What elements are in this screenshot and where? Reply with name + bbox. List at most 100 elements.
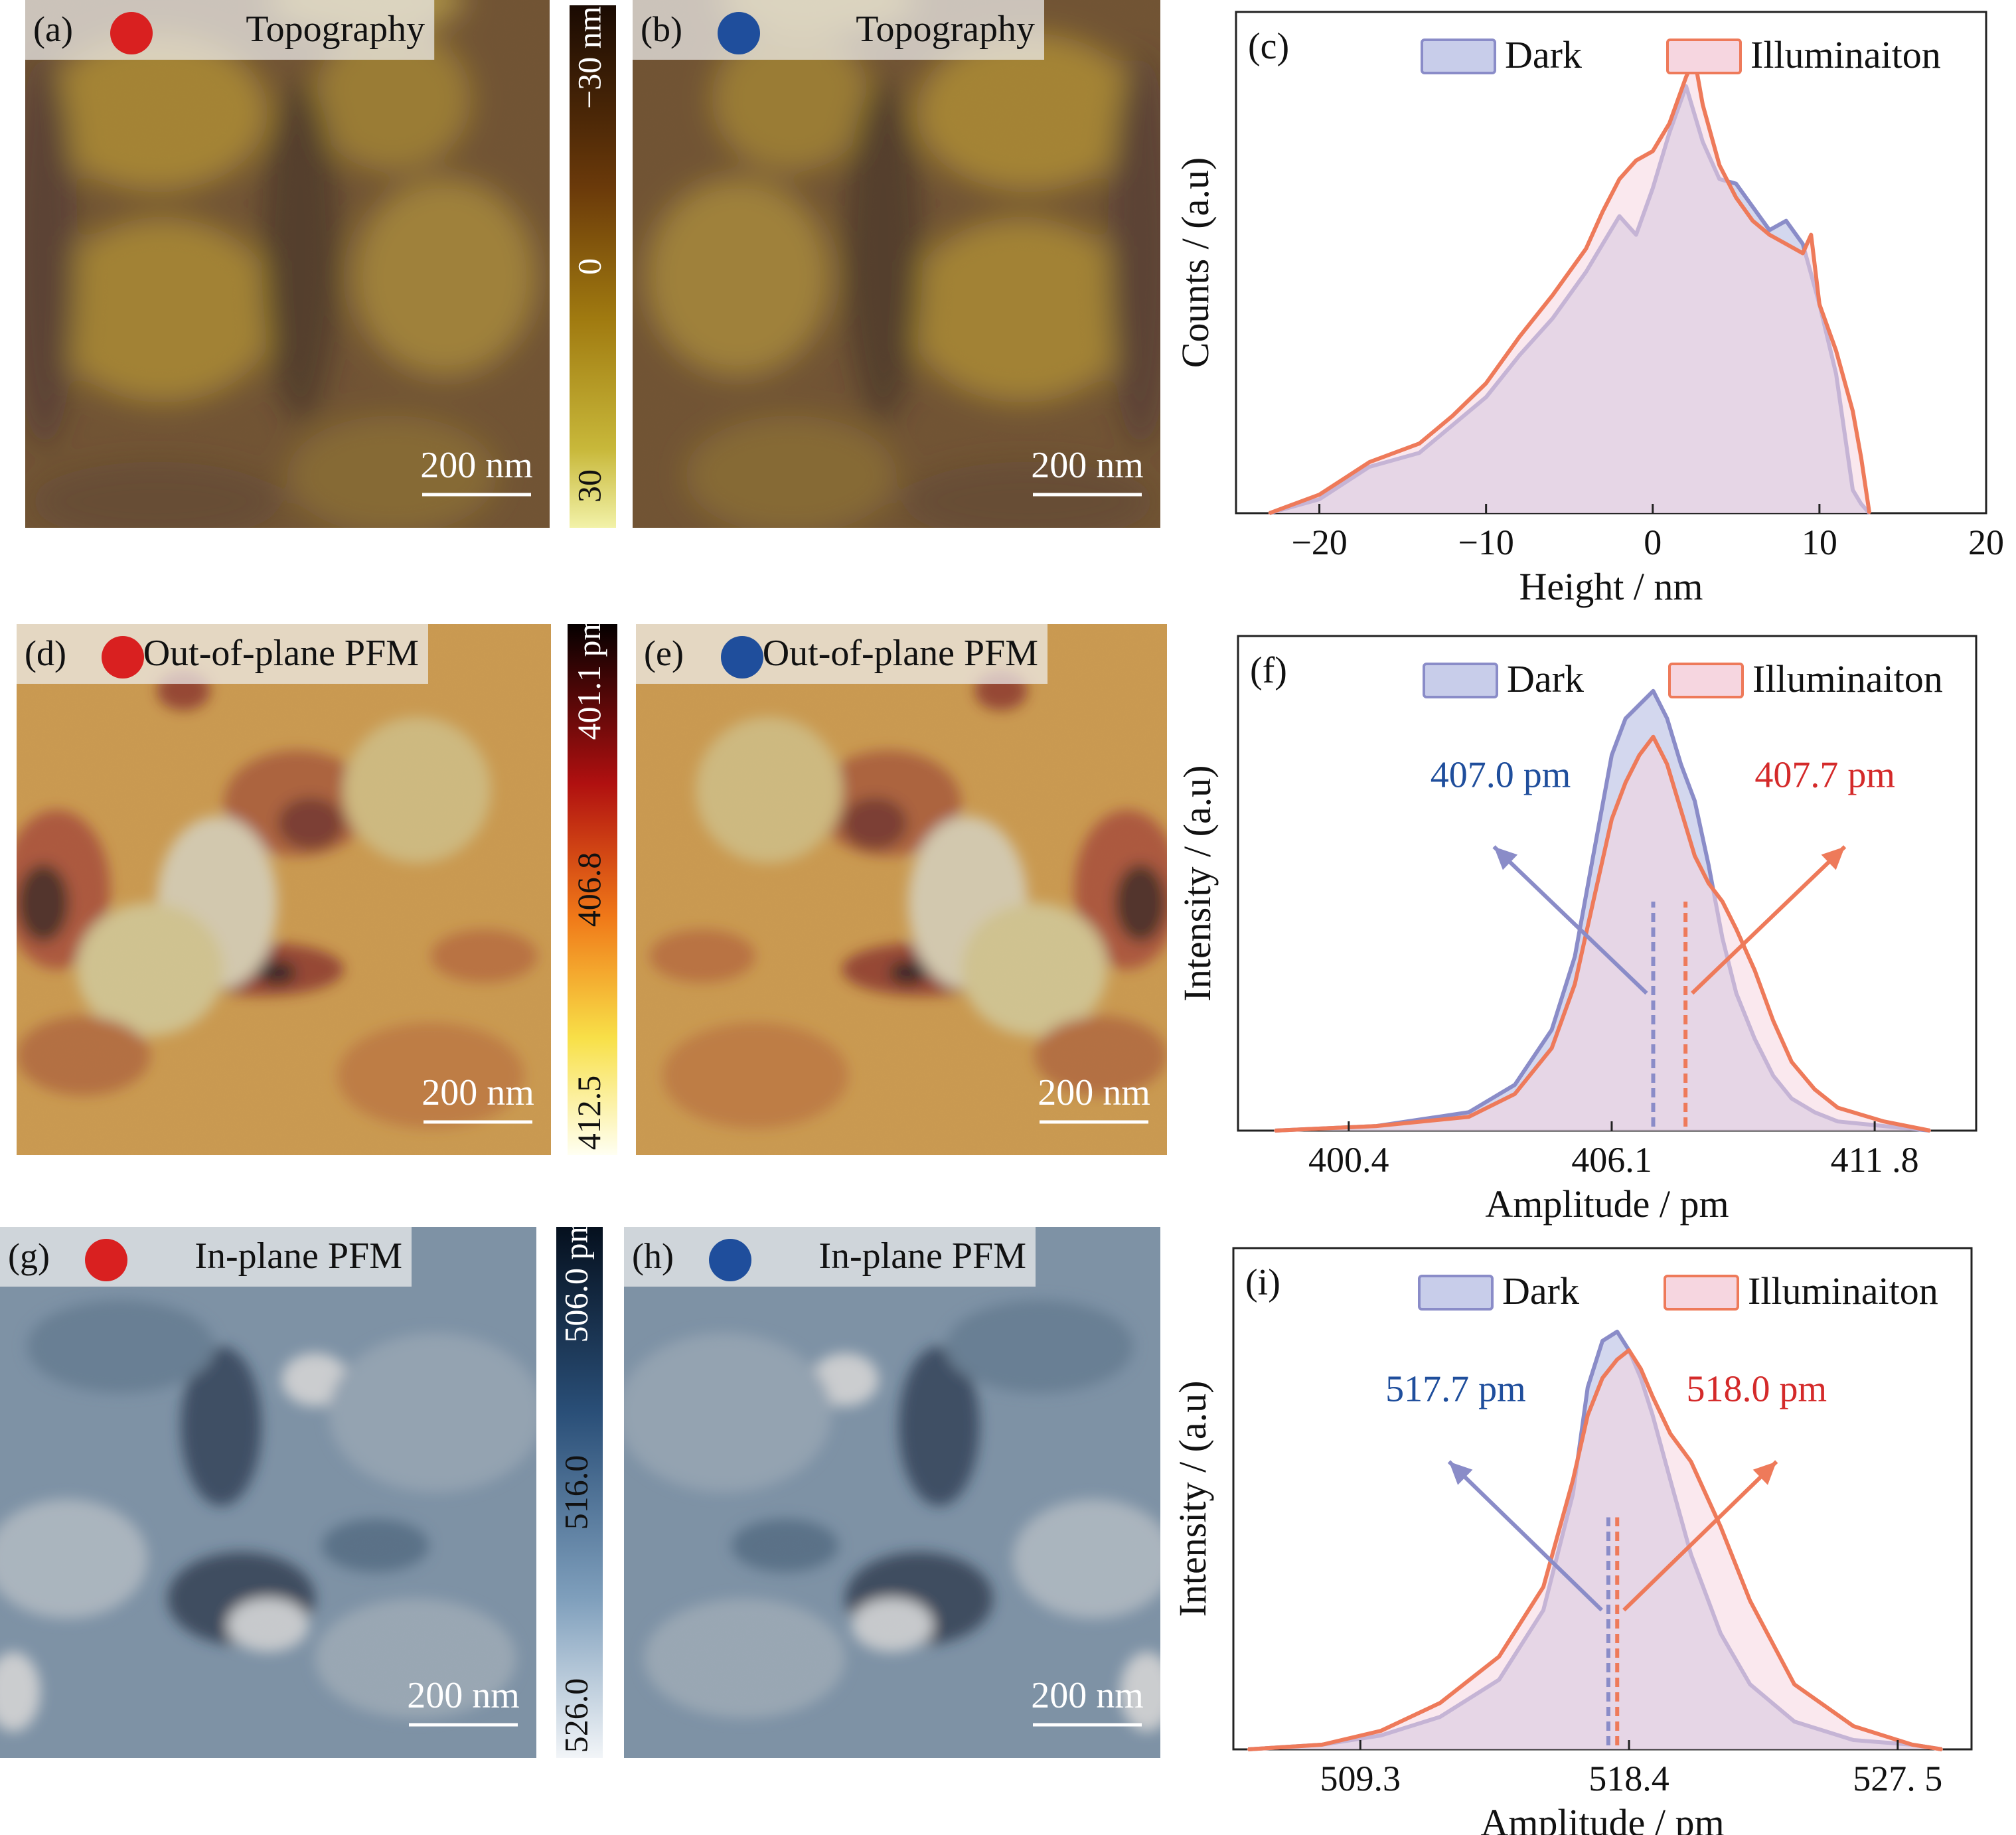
data-point — [1668, 122, 1671, 125]
marker-dot-blue — [709, 1239, 751, 1281]
panel-title: In-plane PFM — [194, 1236, 402, 1277]
legend-label: Illuminaiton — [1750, 33, 1941, 76]
legend-swatch — [1421, 39, 1496, 74]
data-point — [1616, 1330, 1618, 1333]
median-arrow — [1622, 1460, 1778, 1612]
panel-label-bg — [633, 0, 1044, 60]
data-point — [1679, 763, 1682, 765]
colorbar-blue: 506.0 pm 516.0 526.0 — [556, 1217, 603, 1758]
data-point — [1628, 1349, 1630, 1352]
panel-label: (g) — [8, 1236, 50, 1276]
x-tick-label: 400.4 — [1308, 1140, 1389, 1180]
panel-label: (h) — [632, 1236, 674, 1276]
data-point — [1513, 1083, 1516, 1086]
median-arrowhead — [1752, 1461, 1777, 1485]
scale-bar-label: 200 nm — [422, 1072, 534, 1113]
marker-dot-red — [110, 12, 153, 54]
data-point — [1468, 1111, 1470, 1113]
data-point — [1438, 1702, 1441, 1704]
panel-label: (e) — [644, 633, 684, 673]
data-point — [1652, 736, 1654, 738]
legend-label: Dark — [1502, 1269, 1579, 1313]
panel-title: Out-of-plane PFM — [763, 633, 1038, 674]
panel-label-bg — [0, 1227, 412, 1287]
panel-label: (d) — [25, 633, 66, 673]
series-area-illumination — [1269, 58, 1870, 513]
legend-swatch — [1664, 1275, 1739, 1311]
marker-dot-red — [102, 636, 144, 678]
data-point — [1719, 1525, 1722, 1528]
data-point — [1551, 1028, 1553, 1031]
data-point — [1837, 1107, 1839, 1109]
data-point — [1790, 1061, 1793, 1064]
x-tick-label: 527. 5 — [1853, 1759, 1942, 1798]
x-tick-label: 10 — [1802, 522, 1837, 562]
data-point — [1652, 150, 1654, 153]
data-point — [1468, 1115, 1470, 1118]
median-label: 407.0 pm — [1431, 755, 1571, 796]
data-point — [1518, 335, 1521, 338]
data-point — [1802, 243, 1804, 246]
data-point — [1707, 882, 1710, 884]
afm-image-e — [636, 624, 1167, 1155]
series-line-illumination — [1275, 734, 1931, 1133]
panel-label: (a) — [33, 9, 73, 49]
data-point — [1601, 1340, 1604, 1342]
afm-grain — [25, 0, 550, 528]
data-point — [1635, 159, 1638, 162]
colorbar-tick-label: 30 — [570, 469, 607, 503]
data-point — [1624, 781, 1627, 784]
panel-label-bg — [636, 624, 1047, 684]
data-point — [1268, 512, 1271, 515]
y-axis-label: Counts / (a.u) — [1174, 157, 1217, 368]
data-point — [1735, 927, 1738, 930]
data-point — [1485, 382, 1488, 384]
data-point — [1860, 456, 1863, 459]
afm-image-h — [624, 1227, 1160, 1758]
data-point — [1601, 1377, 1604, 1380]
panel-label: (f) — [1250, 650, 1287, 691]
data-point — [1601, 210, 1604, 213]
colorbar-tick-label: 516.0 — [557, 1455, 594, 1530]
data-point — [1375, 1125, 1377, 1127]
data-point — [1666, 763, 1668, 765]
data-point — [1274, 1129, 1277, 1132]
x-tick-label: 509.3 — [1320, 1759, 1401, 1798]
data-point — [1587, 1414, 1589, 1417]
data-point — [1793, 1683, 1796, 1686]
data-point — [1666, 717, 1668, 720]
median-label: 518.0 pm — [1686, 1369, 1827, 1410]
afm-panel-g: (g) In-plane PFM 200 nm — [0, 1227, 536, 1758]
data-point — [1751, 220, 1754, 222]
data-point — [1640, 1368, 1642, 1370]
series-area-illumination — [1275, 736, 1930, 1131]
data-point — [1247, 1748, 1249, 1751]
data-point — [1802, 252, 1804, 255]
data-point — [1693, 799, 1696, 802]
colorbar-tick-label: −30 nm — [570, 6, 607, 109]
y-axis-label: Intensity / (a.u) — [1176, 765, 1219, 1002]
legend-label: Dark — [1507, 657, 1584, 700]
colorbar-gradient — [568, 624, 617, 1155]
marker-dot-blue — [718, 12, 760, 54]
data-point — [1616, 1358, 1618, 1361]
data-point — [1701, 104, 1704, 106]
afm-grain — [633, 0, 1160, 528]
data-point — [1693, 854, 1696, 857]
x-tick-label: 20 — [1968, 522, 2004, 562]
data-point — [1572, 1479, 1575, 1482]
afm-image-g — [0, 1227, 536, 1758]
colorbar-tick-label: 412.5 — [570, 1076, 607, 1151]
panel-label: (i) — [1245, 1262, 1280, 1303]
data-point — [1785, 243, 1788, 246]
x-tick-label: 411 .8 — [1831, 1140, 1919, 1180]
data-point — [1318, 493, 1321, 496]
data-point — [1624, 717, 1627, 720]
afm-grain — [17, 624, 551, 1155]
data-point — [1852, 1725, 1855, 1727]
data-point — [1768, 229, 1771, 232]
colorbar-tick-label: 526.0 — [557, 1678, 594, 1753]
data-point — [1768, 234, 1771, 236]
data-point — [1379, 1729, 1382, 1732]
scale-bar-label: 200 nm — [1031, 445, 1144, 486]
